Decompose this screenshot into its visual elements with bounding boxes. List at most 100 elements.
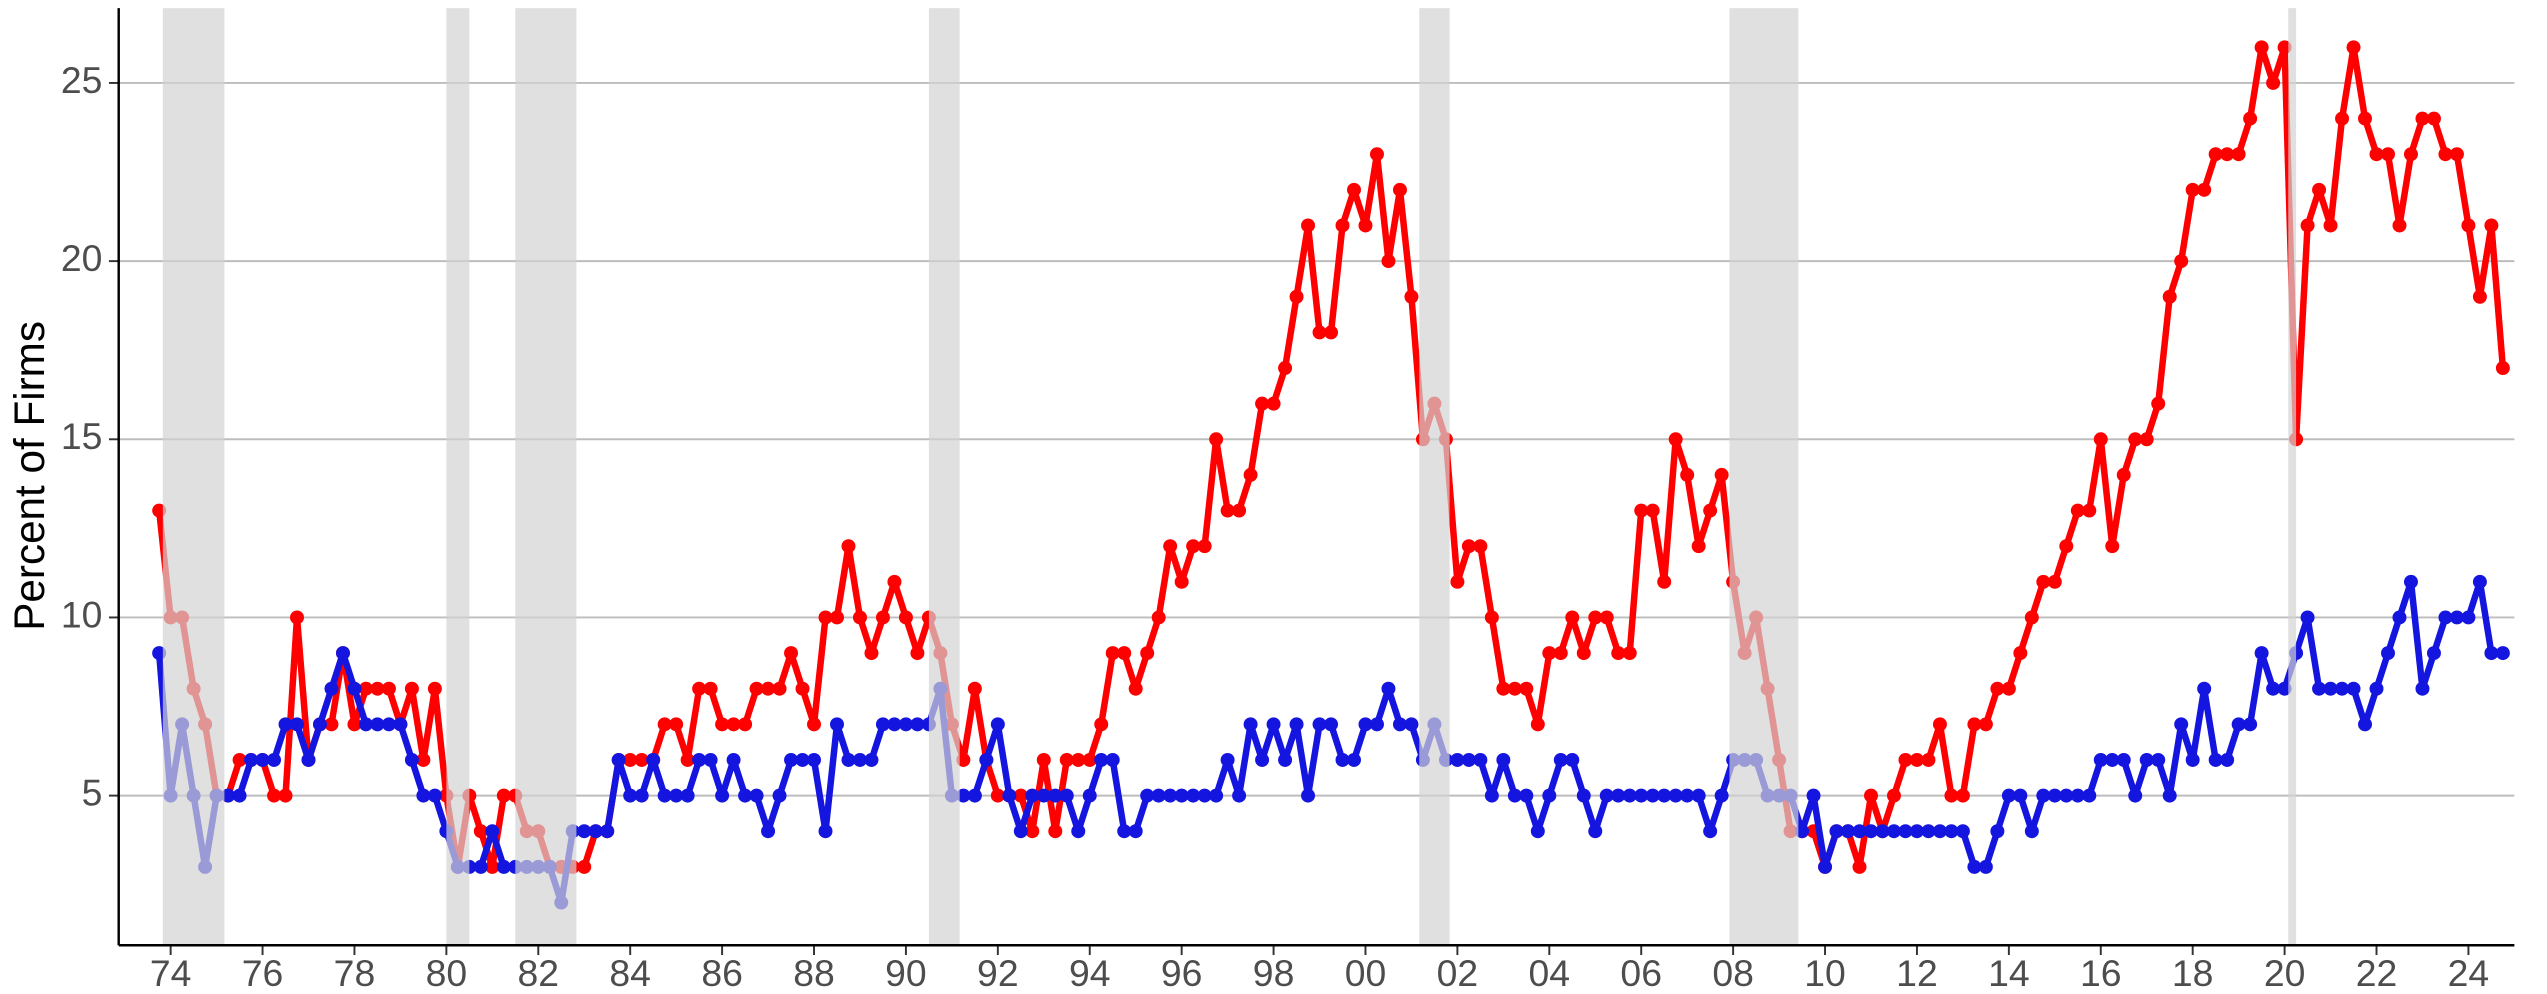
point: [910, 646, 925, 661]
x-tick-label: 12: [1896, 952, 1938, 994]
point: [2381, 646, 2395, 661]
point: [404, 681, 419, 696]
point: [2277, 681, 2292, 696]
point: [2300, 610, 2315, 625]
point: [485, 859, 500, 874]
point: [1542, 788, 1557, 803]
point: [1232, 788, 1247, 803]
y-tick-label: 5: [82, 771, 103, 813]
point: [2438, 610, 2453, 625]
point: [887, 717, 902, 732]
point: [1473, 752, 1488, 767]
point: [1094, 717, 1109, 732]
x-tick-label: 00: [1345, 952, 1387, 994]
point: [2392, 218, 2407, 233]
point: [2139, 432, 2154, 447]
point: [416, 788, 431, 803]
point: [278, 788, 293, 803]
point: [830, 610, 844, 625]
point: [967, 681, 982, 696]
point: [2254, 40, 2269, 55]
point: [1312, 325, 1327, 340]
recession-band: [515, 8, 577, 946]
point: [1599, 610, 1614, 625]
point: [1714, 788, 1729, 803]
series-line: [155, 578, 2503, 906]
point: [1255, 752, 1270, 767]
point: [1082, 788, 1097, 803]
point: [1864, 824, 1878, 839]
point: [2208, 147, 2223, 162]
point: [2277, 40, 2292, 55]
point: [749, 788, 764, 803]
point: [347, 717, 362, 732]
point: [2415, 681, 2430, 696]
point: [416, 752, 431, 767]
point: [1588, 824, 1603, 839]
point: [2484, 218, 2499, 233]
point: [1496, 681, 1511, 696]
point: [1898, 824, 1913, 839]
point: [1519, 681, 1534, 696]
point: [749, 681, 764, 696]
y-tick-label: 20: [61, 237, 103, 279]
point: [795, 752, 810, 767]
point: [761, 824, 776, 839]
point: [692, 681, 707, 696]
point: [1369, 147, 1384, 162]
point: [1209, 788, 1224, 803]
point: [1071, 752, 1086, 767]
point: [2093, 752, 2108, 767]
point: [864, 752, 879, 767]
point: [1392, 182, 1407, 197]
point: [795, 681, 810, 696]
point: [1611, 788, 1626, 803]
point: [1301, 218, 1316, 233]
point: [680, 788, 695, 803]
point: [2093, 432, 2108, 447]
point: [1347, 752, 1361, 767]
x-tick-label: 08: [1712, 952, 1754, 994]
point: [1703, 503, 1718, 518]
point: [726, 752, 741, 767]
point: [1369, 717, 1384, 732]
point: [761, 681, 776, 696]
point: [1714, 467, 1729, 482]
point: [1657, 574, 1672, 589]
point: [2243, 111, 2258, 126]
point: [1909, 824, 1924, 839]
point: [2047, 574, 2062, 589]
point: [1174, 788, 1189, 803]
point: [427, 681, 442, 696]
point: [1599, 788, 1614, 803]
point: [1335, 752, 1350, 767]
point: [2403, 147, 2418, 162]
point: [1312, 717, 1327, 732]
point: [358, 717, 373, 732]
point: [1668, 432, 1683, 447]
x-tick-label: 88: [793, 952, 835, 994]
recession-band: [1729, 8, 1799, 946]
point: [830, 717, 844, 732]
point: [381, 681, 396, 696]
point: [2128, 788, 2143, 803]
point: [1002, 788, 1017, 803]
point: [875, 717, 890, 732]
point: [2495, 361, 2510, 376]
point: [1634, 503, 1649, 518]
point: [1324, 717, 1339, 732]
point: [646, 752, 661, 767]
point: [1496, 752, 1511, 767]
point: [1703, 824, 1718, 839]
point: [898, 610, 913, 625]
y-tick-label: 15: [61, 415, 103, 457]
point: [1289, 717, 1304, 732]
point: [2001, 788, 2016, 803]
series-line: [155, 44, 2507, 871]
point: [393, 717, 408, 732]
point: [1967, 717, 1982, 732]
point: [1013, 788, 1028, 803]
point: [2449, 610, 2464, 625]
point: [1680, 467, 1695, 482]
